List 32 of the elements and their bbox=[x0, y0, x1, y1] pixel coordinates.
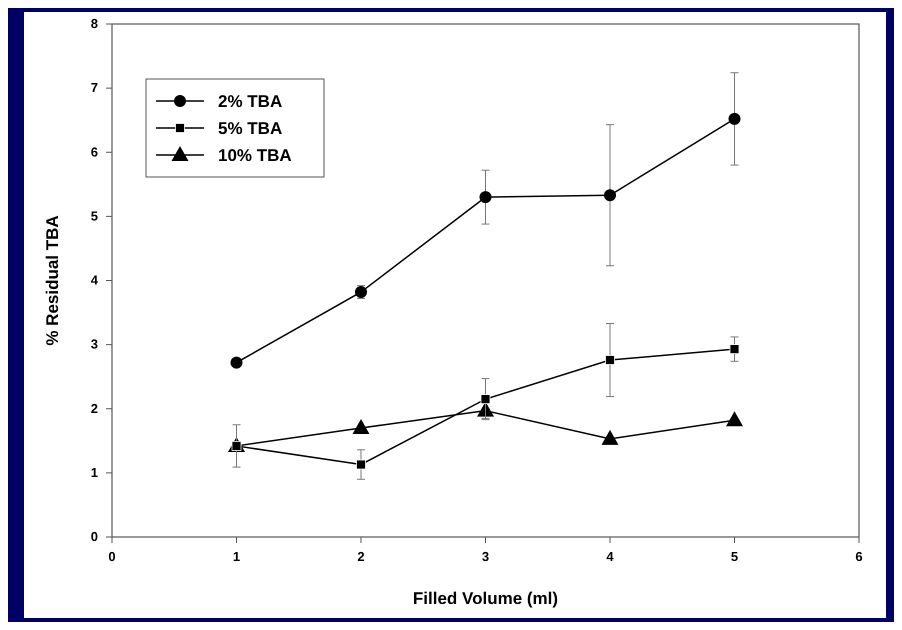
y-tick-label: 7 bbox=[90, 80, 98, 96]
x-tick-label: 2 bbox=[357, 549, 365, 564]
y-tick-label: 1 bbox=[90, 464, 98, 480]
y-axis-title: % Residual TBA bbox=[43, 215, 62, 346]
point bbox=[356, 460, 366, 470]
x-tick-label: 4 bbox=[606, 549, 614, 564]
point bbox=[480, 191, 492, 204]
x-tick-label: 6 bbox=[855, 549, 863, 564]
legend-label: 5% TBA bbox=[218, 119, 282, 138]
y-tick-label: 0 bbox=[90, 529, 98, 544]
point bbox=[730, 344, 740, 354]
legend-label: 10% TBA bbox=[218, 146, 292, 165]
point bbox=[728, 112, 740, 125]
y-tick-label: 6 bbox=[90, 144, 98, 160]
y-tick-label: 3 bbox=[90, 336, 98, 352]
y-tick-label: 8 bbox=[90, 16, 98, 31]
x-tick-label: 5 bbox=[730, 549, 738, 564]
point bbox=[604, 189, 616, 202]
x-tick-label: 3 bbox=[482, 549, 490, 564]
y-tick-label: 4 bbox=[90, 272, 99, 288]
point bbox=[726, 411, 743, 426]
x-tick-label: 0 bbox=[108, 549, 116, 564]
point bbox=[352, 418, 370, 434]
y-tick-label: 2 bbox=[90, 400, 98, 416]
x-tick-label: 1 bbox=[232, 549, 240, 564]
x-axis-title: Filled Volume (ml) bbox=[412, 589, 558, 608]
legend-label: 2% TBA bbox=[218, 92, 282, 111]
point bbox=[480, 394, 490, 404]
point bbox=[605, 355, 615, 365]
y-tick-label: 5 bbox=[90, 208, 98, 224]
point bbox=[602, 430, 618, 445]
point bbox=[230, 356, 242, 369]
